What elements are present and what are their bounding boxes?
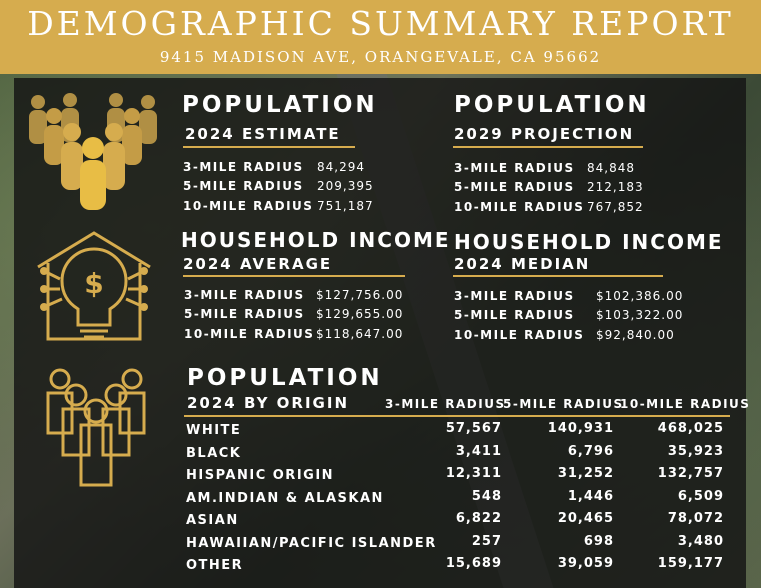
house-income-icon: $ bbox=[37, 231, 151, 341]
origin-col-10mi: 10-MILE RADIUS bbox=[620, 397, 751, 411]
origin-row-10mi: 35,923 bbox=[667, 444, 724, 459]
origin-row-10mi: 132,757 bbox=[657, 466, 724, 481]
origin-row-label: AM.INDIAN & ALASKAN bbox=[186, 491, 384, 506]
pop-2024-subtitle: 2024 ESTIMATE bbox=[185, 125, 341, 143]
origin-row-label: WHITE bbox=[186, 423, 242, 438]
origin-row-10mi: 159,177 bbox=[657, 556, 724, 571]
hh-avg-row-label: 10-MILE RADIUS bbox=[184, 327, 315, 341]
pop-2029-row-label: 3-MILE RADIUS bbox=[454, 161, 575, 175]
hh-med-row-label: 5-MILE RADIUS bbox=[454, 308, 575, 322]
origin-row-5mi: 140,931 bbox=[547, 421, 614, 436]
pop-2029-underline bbox=[453, 146, 643, 148]
hh-avg-row-value: $127,756.00 bbox=[316, 288, 404, 302]
hh-avg-row-label: 5-MILE RADIUS bbox=[184, 307, 305, 321]
pop-2029-row-label: 10-MILE RADIUS bbox=[454, 200, 585, 214]
pop-2024-row-value: 751,187 bbox=[317, 199, 374, 213]
origin-row-5mi: 39,059 bbox=[557, 556, 614, 571]
pop-2029-row-value: 84,848 bbox=[587, 161, 635, 175]
hh-med-row-value: $102,386.00 bbox=[596, 289, 684, 303]
report-title: DEMOGRAPHIC SUMMARY REPORT bbox=[27, 4, 734, 43]
pop-2029-row-label: 5-MILE RADIUS bbox=[454, 180, 575, 194]
origin-row-10mi: 6,509 bbox=[677, 489, 724, 504]
origin-row-3mi: 257 bbox=[471, 534, 502, 549]
pop-2024-row-label: 3-MILE RADIUS bbox=[183, 160, 304, 174]
hh-avg-subtitle: 2024 AVERAGE bbox=[183, 255, 333, 273]
hh-avg-row-value: $129,655.00 bbox=[316, 307, 404, 321]
origin-underline bbox=[184, 415, 730, 417]
hh-avg-row-value: $118,647.00 bbox=[316, 327, 404, 341]
hh-med-subtitle: 2024 MEDIAN bbox=[454, 255, 591, 273]
origin-col-5mi: 5-MILE RADIUS bbox=[503, 397, 624, 411]
hh-med-row-label: 10-MILE RADIUS bbox=[454, 328, 585, 342]
origin-row-label: BLACK bbox=[186, 446, 242, 461]
origin-row-5mi: 31,252 bbox=[557, 466, 614, 481]
origin-row-3mi: 6,822 bbox=[455, 511, 502, 526]
pop-2024-title: POPULATION bbox=[182, 92, 378, 118]
origin-col-3mi: 3-MILE RADIUS bbox=[385, 397, 506, 411]
origin-title: POPULATION bbox=[187, 365, 383, 391]
hh-med-underline bbox=[453, 275, 663, 277]
origin-row-5mi: 6,796 bbox=[567, 444, 614, 459]
hh-med-title: HOUSEHOLD INCOME bbox=[454, 230, 724, 254]
report-address: 9415 MADISON AVE, ORANGEVALE, CA 95662 bbox=[159, 48, 602, 66]
origin-row-3mi: 12,311 bbox=[445, 466, 502, 481]
origin-row-5mi: 20,465 bbox=[557, 511, 614, 526]
pop-2029-title: POPULATION bbox=[454, 92, 650, 118]
pop-2024-row-label: 10-MILE RADIUS bbox=[183, 199, 314, 213]
origin-row-3mi: 548 bbox=[471, 489, 502, 504]
origin-subtitle: 2024 BY ORIGIN bbox=[187, 394, 349, 412]
group-people-icon bbox=[46, 368, 146, 487]
pop-2024-row-value: 84,294 bbox=[317, 160, 365, 174]
hh-avg-underline bbox=[183, 275, 405, 277]
pop-2024-row-label: 5-MILE RADIUS bbox=[183, 179, 304, 193]
origin-row-label: HISPANIC ORIGIN bbox=[186, 468, 335, 483]
crowd-icon bbox=[29, 93, 157, 210]
origin-row-label: ASIAN bbox=[186, 513, 239, 528]
origin-row-label: OTHER bbox=[186, 558, 244, 573]
origin-row-label: HAWAIIAN/PACIFIC ISLANDER bbox=[186, 536, 437, 551]
svg-text:$: $ bbox=[84, 267, 103, 300]
pop-2029-row-value: 767,852 bbox=[587, 200, 644, 214]
pop-2029-row-value: 212,183 bbox=[587, 180, 644, 194]
hh-avg-row-label: 3-MILE RADIUS bbox=[184, 288, 305, 302]
pop-2024-underline bbox=[183, 146, 355, 148]
origin-row-3mi: 15,689 bbox=[445, 556, 502, 571]
hh-med-row-value: $103,322.00 bbox=[596, 308, 684, 322]
hh-med-row-label: 3-MILE RADIUS bbox=[454, 289, 575, 303]
pop-2024-row-value: 209,395 bbox=[317, 179, 374, 193]
origin-row-3mi: 3,411 bbox=[455, 444, 502, 459]
pop-2029-subtitle: 2029 PROJECTION bbox=[454, 125, 635, 143]
origin-row-10mi: 78,072 bbox=[667, 511, 724, 526]
hh-avg-title: HOUSEHOLD INCOME bbox=[181, 228, 451, 252]
report-header: DEMOGRAPHIC SUMMARY REPORT 9415 MADISON … bbox=[0, 0, 761, 74]
origin-row-5mi: 698 bbox=[583, 534, 614, 549]
origin-row-3mi: 57,567 bbox=[445, 421, 502, 436]
origin-row-10mi: 468,025 bbox=[657, 421, 724, 436]
hh-med-row-value: $92,840.00 bbox=[596, 328, 675, 342]
origin-row-5mi: 1,446 bbox=[567, 489, 614, 504]
origin-row-10mi: 3,480 bbox=[677, 534, 724, 549]
